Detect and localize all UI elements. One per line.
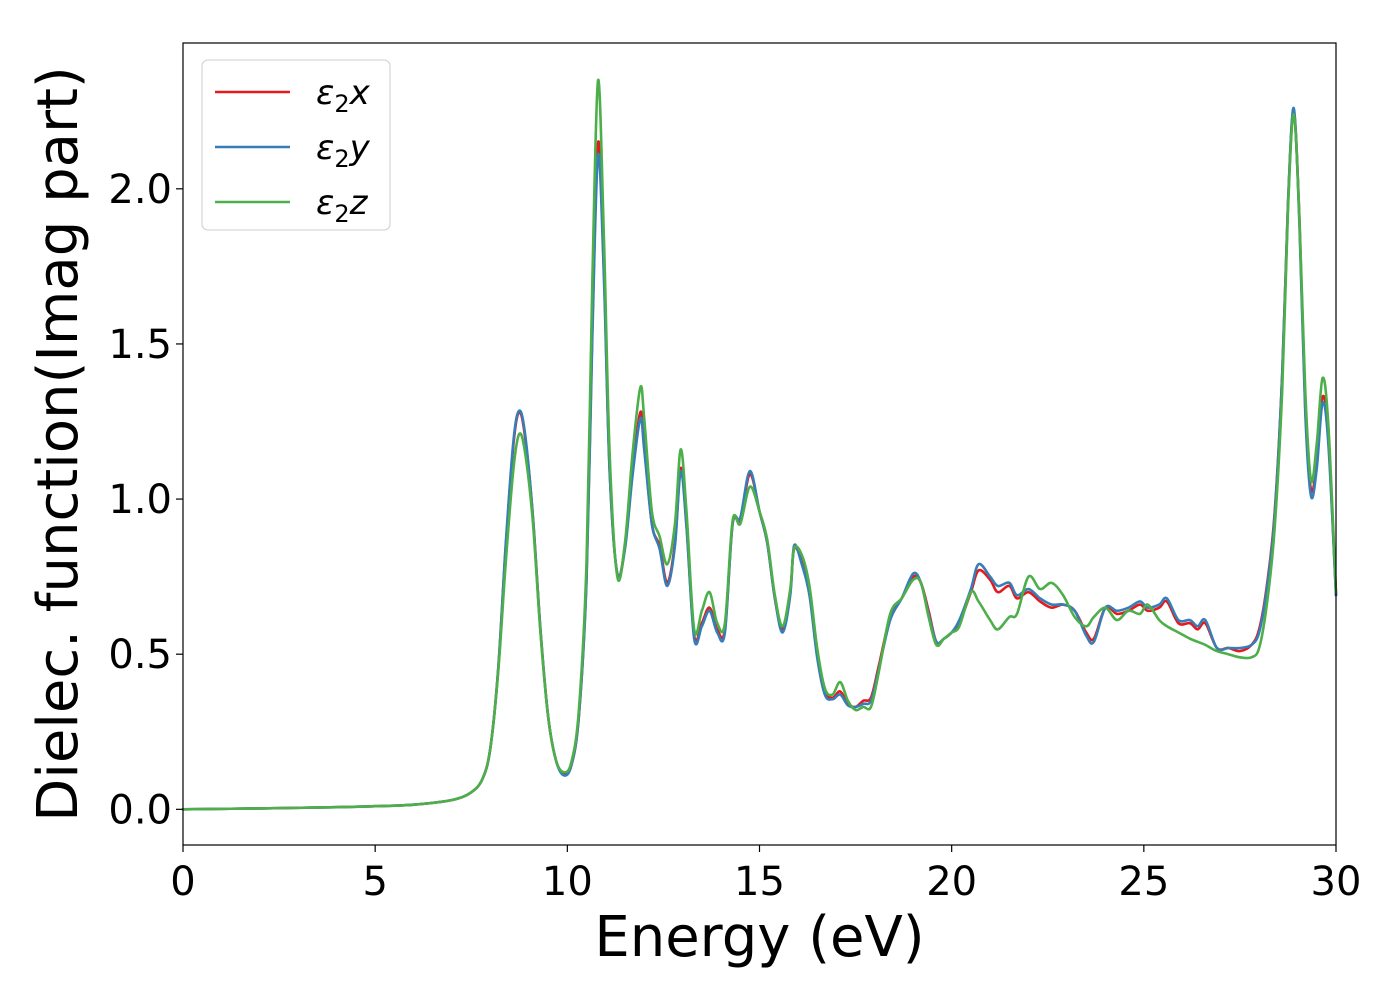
legend-label-z: ε2z [316, 183, 369, 228]
x-tick-label: 25 [1118, 859, 1169, 905]
x-tick-label: 15 [734, 859, 785, 905]
x-tick-label: 0 [170, 859, 195, 905]
series-line-z [181, 78, 1338, 811]
x-axis-ticks: 0 5 10 15 20 25 30 [170, 845, 1361, 905]
x-tick-label: 20 [926, 859, 977, 905]
x-axis-label: Energy (eV) [594, 905, 924, 970]
y-tick-label: 1.0 [108, 477, 172, 523]
plot-lines [181, 78, 1338, 811]
y-axis-ticks: 0.0 0.5 1.0 1.5 2.0 [108, 167, 183, 833]
legend-label-y: ε2y [316, 128, 371, 173]
x-tick-label: 30 [1311, 859, 1362, 905]
legend: ε2x ε2y ε2z [201, 59, 391, 231]
y-tick-label: 2.0 [108, 167, 172, 213]
y-tick-label: 0.5 [108, 632, 172, 678]
x-tick-label: 10 [542, 859, 593, 905]
y-tick-label: 1.5 [108, 322, 172, 368]
series-line-y [181, 106, 1338, 811]
x-tick-label: 5 [362, 859, 387, 905]
y-tick-label: 0.0 [108, 787, 172, 833]
y-axis-label: Dielec. function(Imag part) [26, 66, 91, 822]
legend-box [201, 59, 391, 231]
legend-label-x: ε2x [316, 73, 371, 118]
